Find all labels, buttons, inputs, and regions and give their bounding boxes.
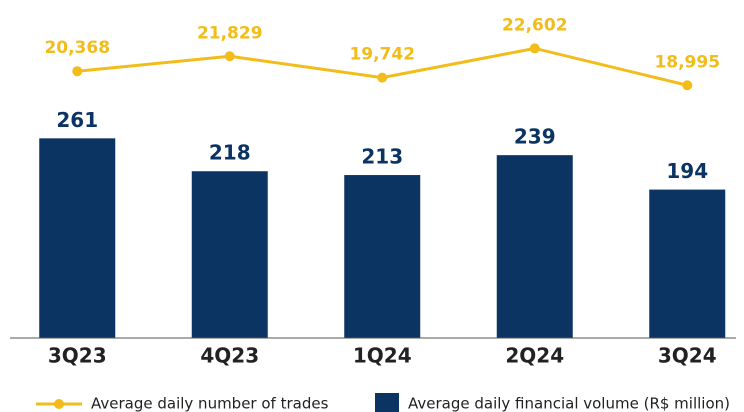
bar	[191, 171, 268, 338]
line-marker	[529, 43, 540, 54]
line-value-label: 22,602	[502, 15, 568, 35]
legend-swatch	[375, 393, 399, 412]
bar-value-label: 194	[666, 159, 708, 183]
bar	[649, 189, 726, 338]
x-tick-label: 1Q24	[353, 344, 412, 368]
bar	[496, 155, 573, 338]
bar-value-label: 239	[514, 125, 556, 149]
legend-swatch-marker	[54, 399, 64, 409]
line-marker	[72, 66, 83, 77]
bar	[344, 175, 421, 338]
line-value-label: 20,368	[44, 38, 110, 58]
line-value-label: 19,742	[349, 45, 415, 65]
x-tick-label: 3Q23	[48, 344, 107, 368]
legend-label: Average daily financial volume (R$ milli…	[408, 395, 730, 412]
line-marker	[224, 51, 235, 62]
x-tick-label: 4Q23	[200, 344, 259, 368]
bar	[39, 138, 116, 338]
x-tick-label: 2Q24	[505, 344, 564, 368]
line-value-label: 21,829	[197, 23, 263, 43]
legend-label: Average daily number of trades	[91, 395, 329, 412]
bar-value-label: 213	[361, 145, 403, 169]
bar-value-label: 261	[56, 108, 98, 132]
x-tick-label: 3Q24	[658, 344, 717, 368]
line-marker	[377, 72, 388, 83]
bar-value-label: 218	[209, 141, 251, 165]
line-marker	[682, 80, 693, 91]
line-value-label: 18,995	[654, 52, 720, 72]
